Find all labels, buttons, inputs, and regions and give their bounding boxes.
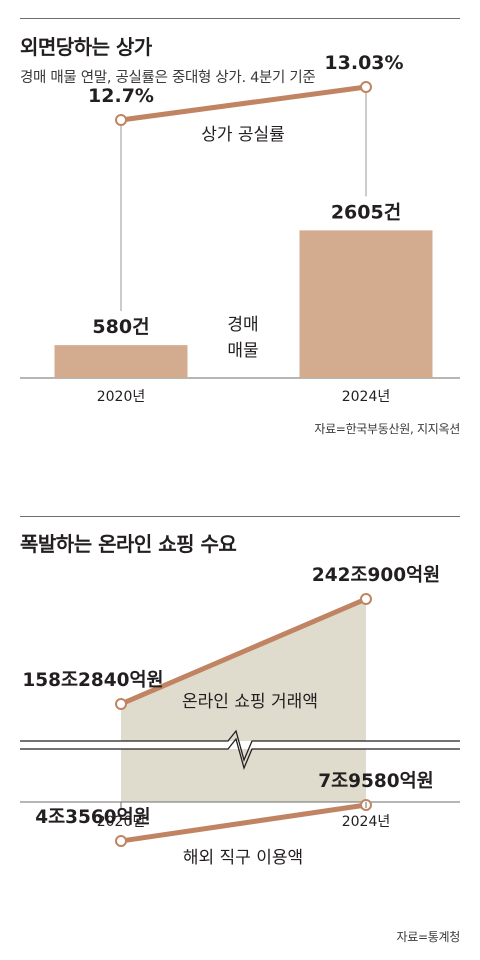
vacancy-point-1 (360, 81, 372, 93)
top-chart-subtitle: 경매 매물 연말, 공실률은 중대형 상가. 4분기 기준 (20, 70, 316, 86)
vacancy-line (118, 84, 369, 123)
vacancy-value-label-1: 13.03% (324, 52, 403, 74)
top-chart-title: 외면당하는 상가 (20, 35, 152, 59)
overseas-direct-value-label-0: 4조3560억원 (35, 807, 150, 828)
bar-series-label-line-2: 매물 (227, 341, 258, 361)
top-source: 자료=한국부동산원, 지지옥션 (314, 422, 460, 436)
bar-series-label-line-1: 경매 (227, 315, 258, 335)
overseas-direct-line (118, 802, 369, 844)
online-shopping-point-0 (115, 698, 127, 710)
online-shopping-line (118, 596, 369, 707)
bottom-source: 자료=통계청 (396, 930, 461, 944)
top-x-tick-label-0: 2020년 (97, 389, 146, 405)
bar-0 (54, 345, 188, 378)
online-shopping-series-label: 온라인 쇼핑 거래액 (182, 692, 318, 712)
vacancy-series-label: 상가 공실률 (201, 125, 285, 145)
top-x-tick-label-1: 2024년 (342, 389, 391, 405)
axis-break-upper (20, 729, 460, 762)
axis-break-lower (20, 737, 460, 770)
overseas-direct-point-0 (115, 835, 127, 847)
shopping-area (121, 599, 366, 802)
bar-value-label-1: 2605건 (331, 201, 401, 223)
online-shopping-value-label-0: 158조2840억원 (22, 670, 163, 691)
overseas-direct-series-label: 해외 직구 이용액 (183, 848, 303, 868)
bottom-chart-title: 폭발하는 온라인 쇼핑 수요 (20, 532, 237, 556)
bottom-x-tick-label-1: 2024년 (342, 814, 391, 830)
bottom-divider (20, 516, 460, 517)
overseas-direct-value-label-1: 7조9580억원 (318, 771, 433, 792)
vacancy-point-0 (115, 114, 127, 126)
bar-value-label-0: 580건 (92, 316, 149, 338)
vacancy-value-label-0: 12.7% (88, 85, 154, 107)
online-shopping-value-label-1: 242조900억원 (312, 565, 440, 586)
bar-1 (299, 230, 433, 378)
online-shopping-point-1 (360, 593, 372, 605)
top-divider (20, 18, 460, 19)
bottom-x-tick-label-0: 2020년 (97, 814, 146, 830)
